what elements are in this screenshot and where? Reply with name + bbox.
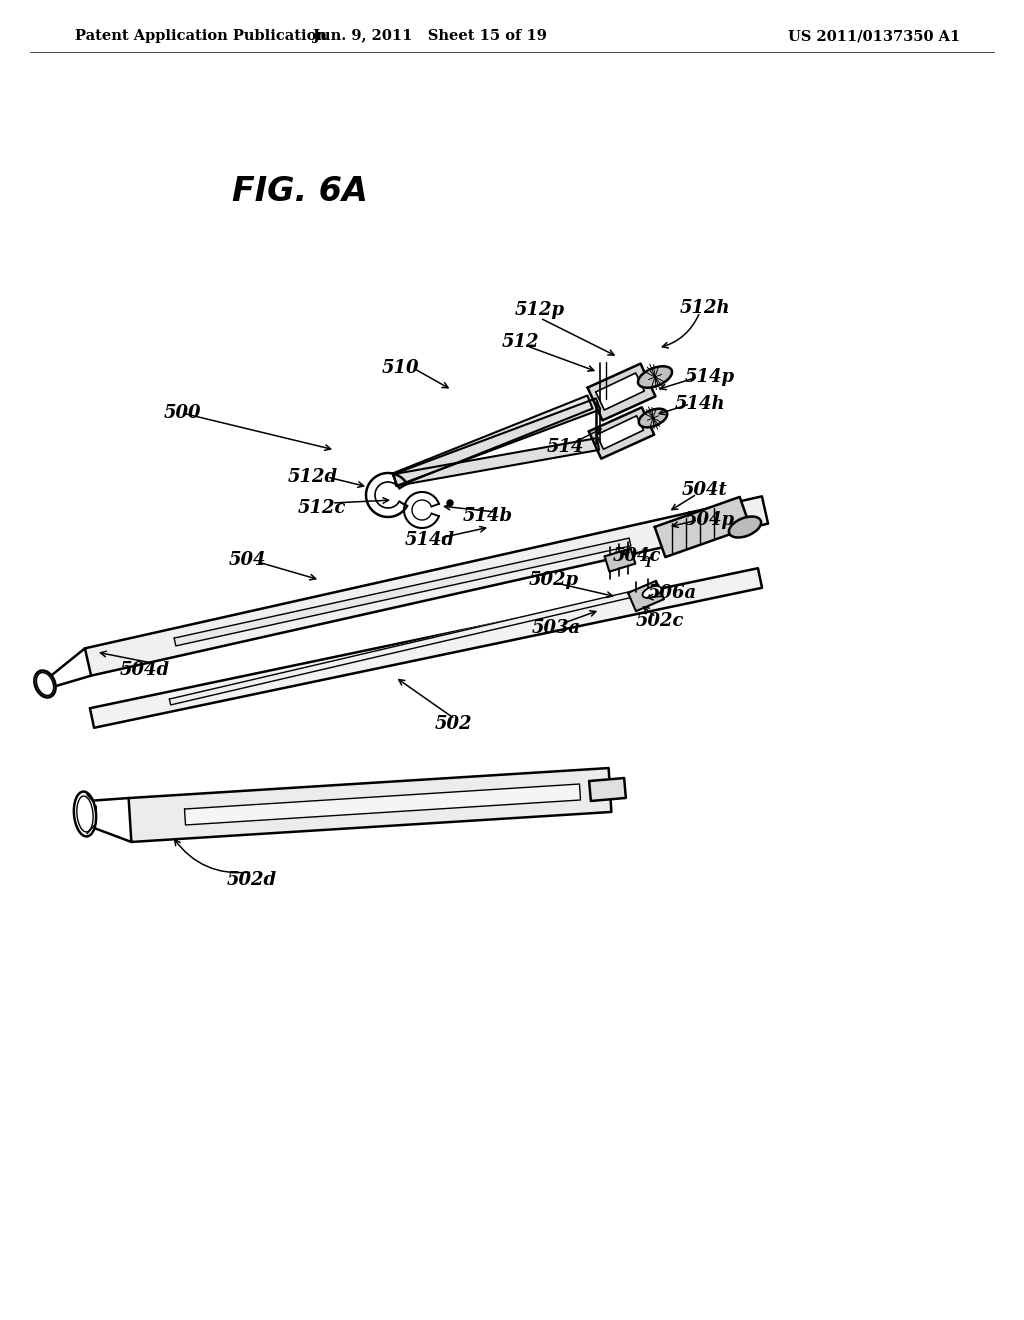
Ellipse shape (638, 366, 672, 388)
Polygon shape (393, 399, 600, 486)
Text: 504c: 504c (612, 546, 662, 565)
Text: 502c: 502c (636, 612, 684, 630)
Polygon shape (174, 539, 631, 645)
Text: 514b: 514b (463, 507, 513, 525)
Circle shape (447, 500, 453, 506)
Text: 510: 510 (381, 359, 419, 378)
Text: 514: 514 (546, 438, 584, 455)
Text: 512h: 512h (680, 300, 730, 317)
Polygon shape (596, 374, 644, 411)
Text: 506a: 506a (647, 583, 696, 602)
Text: 503a: 503a (531, 619, 581, 638)
Text: 504d: 504d (120, 661, 170, 678)
Text: 512d: 512d (288, 469, 338, 486)
Text: 512c: 512c (298, 499, 346, 517)
Text: 1: 1 (643, 557, 651, 570)
Polygon shape (654, 496, 751, 557)
Polygon shape (628, 581, 664, 611)
Text: 504p: 504p (685, 511, 735, 529)
Polygon shape (169, 587, 650, 705)
Polygon shape (597, 416, 643, 449)
Polygon shape (129, 768, 611, 842)
Text: 502d: 502d (227, 871, 278, 888)
Ellipse shape (639, 409, 668, 428)
Ellipse shape (35, 671, 55, 697)
Polygon shape (588, 363, 655, 420)
Text: 514p: 514p (685, 368, 735, 385)
Text: 500: 500 (163, 404, 201, 422)
Text: 512: 512 (502, 333, 539, 351)
Text: 514h: 514h (675, 395, 725, 413)
Polygon shape (90, 568, 762, 727)
Ellipse shape (729, 516, 761, 537)
Polygon shape (392, 396, 593, 487)
Text: Jun. 9, 2011   Sheet 15 of 19: Jun. 9, 2011 Sheet 15 of 19 (313, 29, 547, 44)
Text: 504t: 504t (682, 480, 728, 499)
Polygon shape (184, 784, 581, 825)
Polygon shape (604, 548, 635, 572)
Text: Patent Application Publication: Patent Application Publication (75, 29, 327, 44)
Text: 502: 502 (434, 715, 472, 733)
Text: US 2011/0137350 A1: US 2011/0137350 A1 (787, 29, 961, 44)
Text: 504: 504 (228, 550, 266, 569)
Text: 512p: 512p (515, 301, 565, 319)
Polygon shape (589, 777, 626, 801)
Text: FIG. 6A: FIG. 6A (232, 176, 368, 209)
Polygon shape (85, 496, 768, 676)
Polygon shape (394, 438, 599, 486)
Text: 502p: 502p (529, 572, 579, 589)
Polygon shape (589, 408, 654, 458)
Ellipse shape (642, 586, 662, 598)
Text: 514d: 514d (404, 531, 455, 549)
Ellipse shape (74, 792, 96, 837)
